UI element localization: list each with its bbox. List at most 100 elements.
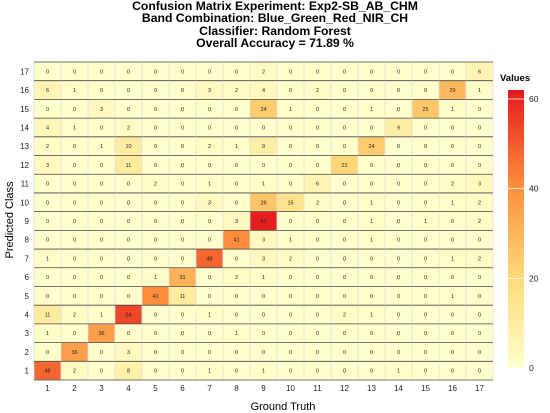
cell-value-label: 2 bbox=[235, 88, 238, 94]
cell-value-label: 0 bbox=[370, 275, 373, 281]
y-tick-label: 6 bbox=[25, 273, 30, 282]
cell-value-label: 0 bbox=[100, 238, 103, 244]
cell-value-label: 0 bbox=[478, 238, 481, 244]
cell-value-label: 0 bbox=[478, 107, 481, 113]
cell-value-label: 0 bbox=[127, 200, 130, 206]
cell-value-label: 0 bbox=[262, 350, 265, 356]
cell-value-label: 0 bbox=[181, 219, 184, 225]
cell-value-label: 0 bbox=[235, 163, 238, 169]
cell-value-label: 0 bbox=[370, 331, 373, 337]
cell-value-label: 2 bbox=[343, 313, 346, 319]
y-tick-label: 14 bbox=[20, 123, 29, 132]
cell-value-label: 1 bbox=[208, 313, 211, 319]
cell-value-label: 0 bbox=[208, 163, 211, 169]
cell-value-label: 41 bbox=[233, 238, 239, 244]
cell-value-label: 10 bbox=[125, 144, 131, 150]
cell-value-label: 48 bbox=[206, 256, 212, 262]
cell-value-label: 0 bbox=[154, 107, 157, 113]
cell-value-label: 0 bbox=[478, 275, 481, 281]
legend-tick-label: 0 bbox=[529, 363, 534, 373]
legend-tick-label: 40 bbox=[529, 184, 539, 194]
cell-value-label: 2 bbox=[235, 275, 238, 281]
x-tick-label: 12 bbox=[340, 384, 349, 393]
cell-value-label: 2 bbox=[46, 144, 49, 150]
cell-value-label: 0 bbox=[235, 369, 238, 375]
cell-value-label: 2 bbox=[73, 369, 76, 375]
cell-value-label: 0 bbox=[127, 219, 130, 225]
cell-value-label: 1 bbox=[73, 125, 76, 131]
cell-value-label: 0 bbox=[451, 163, 454, 169]
legend-title: Values bbox=[500, 73, 530, 84]
cell-value-label: 0 bbox=[343, 219, 346, 225]
cell-value-label: 0 bbox=[181, 163, 184, 169]
cell-value-label: 0 bbox=[424, 294, 427, 300]
cell-value-label: 0 bbox=[181, 313, 184, 319]
cell-value-label: 0 bbox=[424, 331, 427, 337]
cell-value-label: 0 bbox=[397, 350, 400, 356]
cell-value-label: 1 bbox=[46, 256, 49, 262]
cell-value-label: 0 bbox=[343, 182, 346, 188]
cell-value-label: 3 bbox=[262, 238, 265, 244]
cell-value-label: 0 bbox=[370, 125, 373, 131]
x-tick-label: 3 bbox=[99, 384, 104, 393]
cell-value-label: 3 bbox=[208, 88, 211, 94]
cell-value-label: 0 bbox=[262, 313, 265, 319]
cell-value-label: 1 bbox=[289, 107, 292, 113]
title-line-accuracy: Overall Accuracy = 71.89 % bbox=[196, 36, 354, 51]
cell-value-label: 3 bbox=[127, 350, 130, 356]
cell-value-label: 2 bbox=[289, 256, 292, 262]
cell-value-label: 1 bbox=[289, 238, 292, 244]
cell-value-label: 0 bbox=[397, 331, 400, 337]
cell-value-label: 0 bbox=[154, 88, 157, 94]
cell-value-label: 0 bbox=[154, 69, 157, 75]
x-tick-label: 11 bbox=[313, 384, 322, 393]
cell-value-label: 1 bbox=[154, 275, 157, 281]
cell-value-label: 0 bbox=[424, 369, 427, 375]
cell-value-label: 0 bbox=[46, 200, 49, 206]
cell-value-label: 0 bbox=[100, 182, 103, 188]
cell-value-label: 0 bbox=[289, 350, 292, 356]
cell-value-label: 0 bbox=[181, 125, 184, 131]
cell-value-label: 2 bbox=[316, 200, 319, 206]
cell-value-label: 0 bbox=[262, 125, 265, 131]
heatmap-gridlines bbox=[33, 61, 494, 381]
cell-value-label: 0 bbox=[289, 182, 292, 188]
cell-value-label: 9 bbox=[262, 144, 265, 150]
y-tick-label: 2 bbox=[25, 348, 30, 357]
cell-value-label: 3 bbox=[478, 182, 481, 188]
cell-value-label: 0 bbox=[235, 294, 238, 300]
y-tick-label: 7 bbox=[25, 254, 30, 263]
cell-value-label: 6 bbox=[316, 182, 319, 188]
y-tick-label: 3 bbox=[25, 329, 30, 338]
cell-value-label: 0 bbox=[397, 144, 400, 150]
cell-value-label: 0 bbox=[397, 294, 400, 300]
cell-value-label: 0 bbox=[100, 256, 103, 262]
cell-value-label: 0 bbox=[154, 163, 157, 169]
cell-value-label: 0 bbox=[154, 256, 157, 262]
cell-value-label: 0 bbox=[127, 275, 130, 281]
cell-value-label: 0 bbox=[289, 313, 292, 319]
cell-value-label: 1 bbox=[100, 313, 103, 319]
cell-value-label: 0 bbox=[154, 331, 157, 337]
cell-value-label: 2 bbox=[451, 182, 454, 188]
cell-value-label: 0 bbox=[424, 144, 427, 150]
cell-value-label: 0 bbox=[316, 219, 319, 225]
cell-value-label: 0 bbox=[181, 238, 184, 244]
cell-value-label: 1 bbox=[451, 200, 454, 206]
cell-value-label: 0 bbox=[451, 144, 454, 150]
cell-value-label: 9 bbox=[397, 125, 400, 131]
cell-value-label: 1 bbox=[208, 182, 211, 188]
cell-value-label: 24 bbox=[260, 107, 266, 113]
cell-value-label: 29 bbox=[449, 88, 455, 94]
title-line-band: Band Combination: Blue_Green_Red_NIR_CH bbox=[141, 11, 409, 26]
cell-value-label: 0 bbox=[316, 294, 319, 300]
cell-value-label: 0 bbox=[73, 256, 76, 262]
cell-value-label: 0 bbox=[46, 182, 49, 188]
cell-value-label: 0 bbox=[343, 88, 346, 94]
cell-value-label: 0 bbox=[316, 144, 319, 150]
cell-value-label: 0 bbox=[397, 219, 400, 225]
cell-value-label: 0 bbox=[316, 313, 319, 319]
title-line-classifier: Classifier: Random Forest bbox=[199, 23, 351, 38]
cell-value-label: 1 bbox=[397, 369, 400, 375]
